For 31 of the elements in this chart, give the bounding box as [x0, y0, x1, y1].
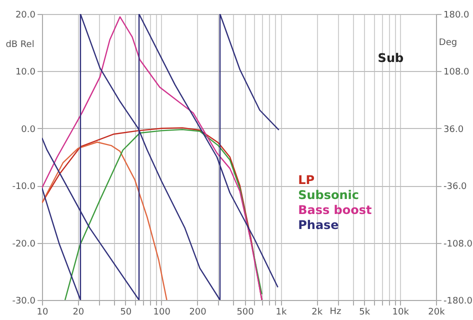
x-tick-label: 50 — [120, 308, 132, 318]
y2-tick-label: 36.0 — [444, 124, 464, 135]
y2-tick-label: 180.0 — [444, 10, 470, 20]
y-tick-label: -30.0 — [12, 296, 36, 306]
annotation: Sub — [378, 51, 404, 65]
y2-tick-label: -36.0 — [444, 182, 468, 192]
text: Subsonic — [298, 188, 360, 202]
y-tick-label: 10.0 — [15, 68, 36, 78]
x-axis-title: Hz — [330, 307, 342, 317]
x-tick-label: 10k — [392, 308, 410, 318]
x-tick-label: 20 — [72, 308, 84, 318]
x-tick-label: 5k — [359, 308, 371, 318]
y2-tick-label: -108.0 — [444, 239, 473, 250]
y2-axis-title: Deg — [438, 38, 458, 48]
x-tick-label: 2k — [312, 308, 324, 318]
y-tick-label: -20.0 — [12, 239, 36, 250]
x-tick-label: 200 — [189, 308, 207, 318]
x-tick-label: 20k — [428, 308, 446, 318]
x-tick-label: 500 — [236, 308, 254, 318]
text: LP — [298, 172, 315, 187]
text: Phase — [298, 218, 339, 232]
y2-tick-label: -180.0 — [444, 296, 473, 306]
y-tick-label: 20.0 — [15, 10, 36, 20]
y-tick-label: -10.0 — [12, 182, 36, 192]
text: Bass boost — [298, 202, 372, 217]
x-tick-label: 10 — [36, 308, 48, 318]
y2-tick-label: 108.0 — [444, 68, 470, 78]
x-tick-label: 1k — [276, 308, 288, 318]
y-axis-title: dB Rel — [6, 40, 34, 50]
y-tick-label: 0.0 — [21, 124, 36, 135]
x-tick-label: 100 — [153, 308, 171, 318]
